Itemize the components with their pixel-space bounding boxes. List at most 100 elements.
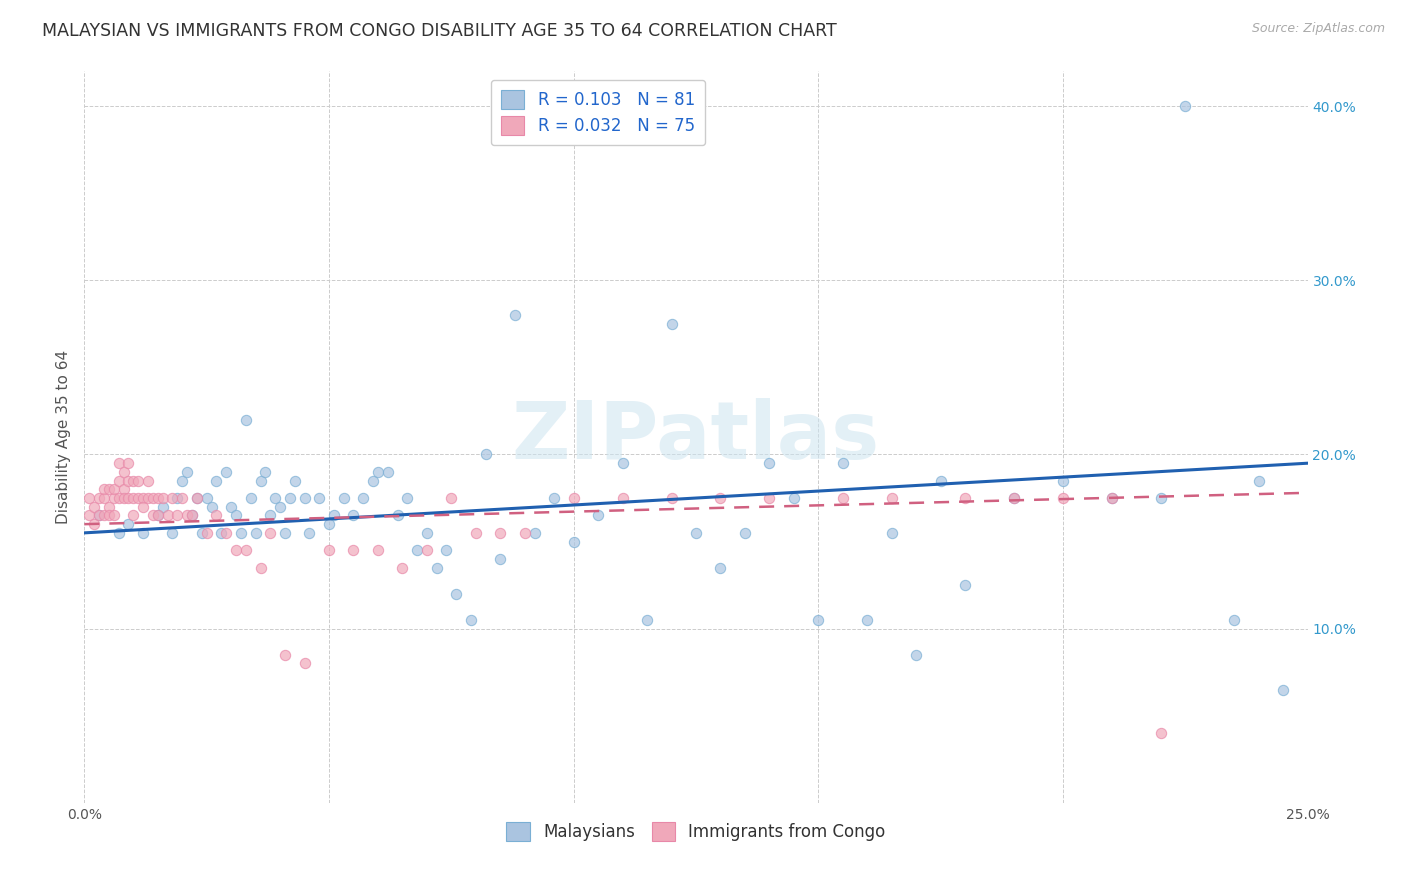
Point: [152, 491, 174, 505]
Point: [396, 491, 419, 505]
Point: [318, 517, 340, 532]
Point: [77, 491, 100, 505]
Point: [259, 525, 281, 540]
Point: [186, 491, 208, 505]
Point: [122, 474, 145, 488]
Point: [880, 525, 903, 540]
Point: [367, 543, 389, 558]
Point: [523, 525, 546, 540]
Point: [166, 508, 188, 523]
Point: [172, 491, 194, 505]
Text: ZIPatlas: ZIPatlas: [512, 398, 880, 476]
Point: [709, 560, 731, 574]
Point: [181, 508, 204, 523]
Point: [1101, 491, 1123, 505]
Point: [93, 483, 115, 497]
Point: [1150, 491, 1173, 505]
Point: [709, 491, 731, 505]
Point: [172, 474, 194, 488]
Point: [953, 578, 976, 592]
Text: Source: ZipAtlas.com: Source: ZipAtlas.com: [1251, 22, 1385, 36]
Point: [436, 543, 458, 558]
Point: [460, 613, 482, 627]
Point: [146, 491, 169, 505]
Point: [929, 474, 952, 488]
Point: [77, 508, 100, 523]
Point: [259, 508, 281, 523]
Point: [905, 648, 928, 662]
Legend: Malaysians, Immigrants from Congo: Malaysians, Immigrants from Congo: [498, 814, 894, 849]
Point: [308, 491, 330, 505]
Point: [103, 491, 125, 505]
Point: [1174, 99, 1197, 113]
Point: [264, 491, 287, 505]
Point: [136, 474, 159, 488]
Point: [215, 465, 238, 479]
Point: [112, 483, 135, 497]
Point: [444, 587, 467, 601]
Point: [97, 500, 120, 514]
Point: [235, 543, 257, 558]
Point: [249, 560, 271, 574]
Point: [612, 456, 634, 470]
Point: [136, 491, 159, 505]
Point: [953, 491, 976, 505]
Point: [464, 525, 486, 540]
Point: [831, 456, 853, 470]
Point: [215, 525, 238, 540]
Point: [176, 508, 198, 523]
Point: [513, 525, 536, 540]
Point: [298, 525, 321, 540]
Point: [1150, 726, 1173, 740]
Point: [107, 491, 129, 505]
Point: [367, 465, 389, 479]
Point: [93, 491, 115, 505]
Point: [562, 491, 585, 505]
Point: [205, 508, 228, 523]
Point: [758, 491, 780, 505]
Point: [831, 491, 853, 505]
Point: [278, 491, 301, 505]
Point: [209, 525, 232, 540]
Point: [856, 613, 879, 627]
Point: [239, 491, 262, 505]
Point: [146, 508, 169, 523]
Point: [406, 543, 429, 558]
Point: [416, 543, 439, 558]
Point: [87, 508, 110, 523]
Point: [1247, 474, 1270, 488]
Point: [377, 465, 399, 479]
Point: [1223, 613, 1246, 627]
Point: [612, 491, 634, 505]
Point: [127, 491, 149, 505]
Point: [685, 525, 707, 540]
Point: [107, 525, 129, 540]
Point: [284, 474, 307, 488]
Point: [426, 560, 449, 574]
Point: [342, 508, 364, 523]
Point: [352, 491, 374, 505]
Point: [146, 508, 169, 523]
Point: [318, 543, 340, 558]
Point: [107, 474, 129, 488]
Point: [112, 465, 135, 479]
Point: [1272, 682, 1295, 697]
Point: [229, 525, 252, 540]
Point: [225, 543, 247, 558]
Point: [122, 508, 145, 523]
Point: [107, 456, 129, 470]
Point: [195, 525, 218, 540]
Point: [97, 508, 120, 523]
Point: [562, 534, 585, 549]
Point: [489, 552, 512, 566]
Point: [758, 456, 780, 470]
Point: [156, 508, 179, 523]
Point: [1101, 491, 1123, 505]
Point: [361, 474, 384, 488]
Point: [661, 491, 683, 505]
Point: [586, 508, 609, 523]
Text: MALAYSIAN VS IMMIGRANTS FROM CONGO DISABILITY AGE 35 TO 64 CORRELATION CHART: MALAYSIAN VS IMMIGRANTS FROM CONGO DISAB…: [42, 22, 837, 40]
Point: [807, 613, 830, 627]
Point: [195, 491, 218, 505]
Point: [162, 491, 184, 505]
